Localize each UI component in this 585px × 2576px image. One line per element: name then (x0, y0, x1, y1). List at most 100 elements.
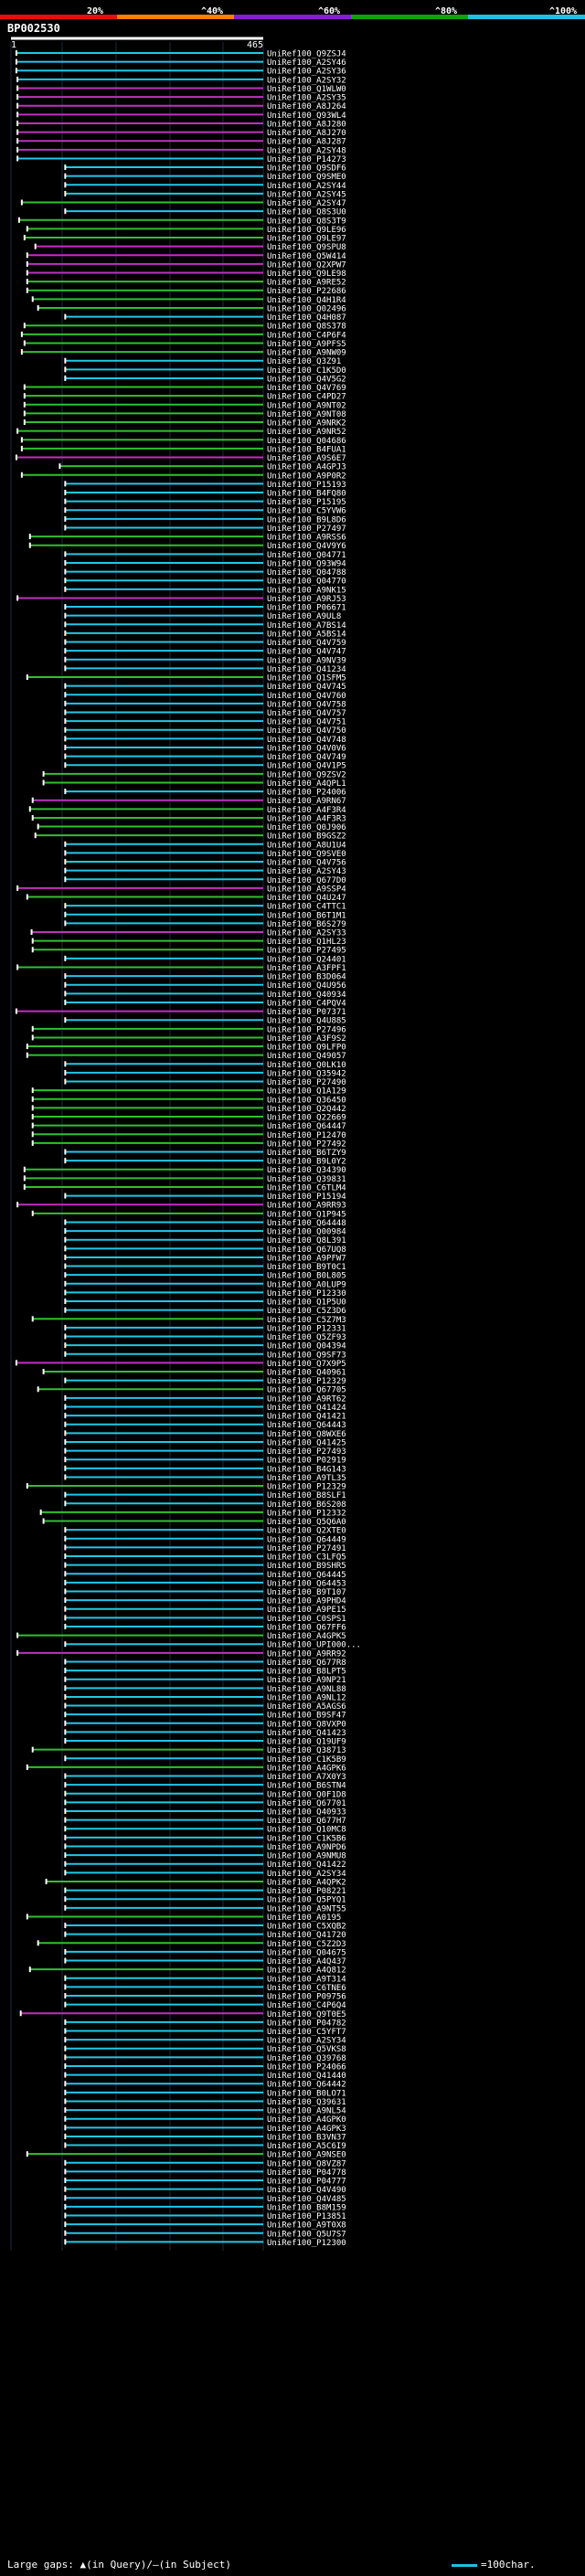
hit-label[interactable]: UniRef100_Q1P5U0 (267, 1299, 346, 1308)
hit-label[interactable]: UniRef100_Q4V758 (267, 700, 346, 709)
hit-label[interactable]: UniRef100_Q4V769 (267, 384, 346, 393)
hit-label[interactable]: UniRef100_Q40934 (267, 991, 346, 1000)
hit-label[interactable]: UniRef100_A9T314 (267, 1975, 346, 1984)
hit-label[interactable]: UniRef100_P27493 (267, 1447, 346, 1457)
hit-label[interactable]: UniRef100_P27492 (267, 1140, 346, 1149)
hit-label[interactable]: UniRef100_Q41424 (267, 1404, 346, 1413)
hit-label[interactable]: UniRef100_Q9LE98 (267, 270, 346, 279)
hit-label[interactable]: UniRef100_Q4V490 (267, 2186, 346, 2195)
hit-label[interactable]: UniRef100_Q67FF6 (267, 1623, 346, 1632)
hit-label[interactable]: UniRef100_A2SY43 (267, 867, 346, 876)
hit-label[interactable]: UniRef100_A4Q812 (267, 1966, 346, 1976)
hit-label[interactable]: UniRef100_C5Z3D6 (267, 1307, 346, 1316)
hit-label[interactable]: UniRef100_P04782 (267, 2019, 346, 2028)
hit-label[interactable]: UniRef100_A4GPK5 (267, 1632, 346, 1641)
hit-label[interactable]: UniRef100_Q8VXP0 (267, 1720, 346, 1729)
hit-label[interactable]: UniRef100_Q24401 (267, 955, 346, 964)
hit-label[interactable]: UniRef100_Q3Z91 (267, 357, 341, 366)
hit-label[interactable]: UniRef100_Q1HL23 (267, 938, 346, 947)
hit-label[interactable]: UniRef100_C4TTC1 (267, 903, 346, 912)
hit-label[interactable]: UniRef100_Q38713 (267, 1746, 346, 1755)
hit-label[interactable]: UniRef100_Q4V749 (267, 753, 346, 762)
hit-label[interactable]: UniRef100_A2SY34 (267, 1870, 346, 1879)
hit-label[interactable]: UniRef100_A0LUP9 (267, 1280, 346, 1289)
hit-label[interactable]: UniRef100_Q4V747 (267, 648, 346, 657)
hit-label[interactable]: UniRef100_Q64442 (267, 2081, 346, 2090)
hit-label[interactable]: UniRef100_Q4V756 (267, 859, 346, 868)
hit-label[interactable]: UniRef100_A2SY44 (267, 182, 346, 191)
hit-label[interactable]: UniRef100_Q1WLW0 (267, 85, 346, 94)
hit-label[interactable]: UniRef100_A9NT55 (267, 1904, 346, 1913)
hit-label[interactable]: UniRef100_Q5VKS8 (267, 2045, 346, 2054)
hit-label[interactable]: UniRef100_Q41421 (267, 1413, 346, 1422)
hit-label[interactable]: UniRef100_Q64453 (267, 1579, 346, 1588)
hit-label[interactable]: UniRef100_Q4V750 (267, 726, 346, 736)
hit-label[interactable]: UniRef100_Q04788 (267, 568, 346, 578)
hit-label[interactable]: UniRef100_A4GPK0 (267, 2115, 346, 2125)
hit-label[interactable]: UniRef100_A2SY46 (267, 58, 346, 68)
hit-label[interactable]: UniRef100_P15194 (267, 1193, 346, 1202)
hit-label[interactable]: UniRef100_Q4V5G2 (267, 375, 346, 384)
hit-label[interactable]: UniRef100_A9NMU8 (267, 1852, 346, 1861)
hit-label[interactable]: UniRef100_B6S279 (267, 920, 346, 929)
hit-label[interactable]: UniRef100_B9SF47 (267, 1712, 346, 1721)
hit-label[interactable]: UniRef100_Q4V745 (267, 683, 346, 692)
hit-label[interactable]: UniRef100_B9L0Y2 (267, 1158, 346, 1167)
hit-label[interactable]: UniRef100_A9TL35 (267, 1474, 346, 1483)
hit-label[interactable]: UniRef100_A9NL88 (267, 1685, 346, 1694)
hit-label[interactable]: UniRef100_Q7X9P5 (267, 1360, 346, 1369)
hit-label[interactable]: UniRef100_A9PFW7 (267, 1254, 346, 1263)
hit-label[interactable]: UniRef100_A9S6E7 (267, 454, 346, 463)
hit-label[interactable]: UniRef100_A9RE52 (267, 279, 346, 288)
hit-label[interactable]: UniRef100_Q9ZSV2 (267, 770, 346, 779)
hit-label[interactable]: UniRef100_A9RT62 (267, 1394, 346, 1404)
hit-label[interactable]: UniRef100_P12330 (267, 1289, 346, 1299)
hit-label[interactable]: UniRef100_A9NP21 (267, 1676, 346, 1685)
hit-label[interactable]: UniRef100_C6TLM4 (267, 1183, 346, 1193)
hit-label[interactable]: UniRef100_Q00984 (267, 1228, 346, 1237)
hit-label[interactable]: UniRef100_A9RR93 (267, 1202, 346, 1211)
hit-label[interactable]: UniRef100_A2SY48 (267, 146, 346, 155)
hit-label[interactable]: UniRef100_Q9LE97 (267, 235, 346, 244)
hit-label[interactable]: UniRef100_Q5W414 (267, 252, 346, 261)
hit-label[interactable]: UniRef100_Q0F1D8 (267, 1790, 346, 1799)
hit-label[interactable]: UniRef100_A9NT08 (267, 410, 346, 419)
hit-label[interactable]: UniRef100_P12331 (267, 1324, 346, 1333)
hit-label[interactable]: UniRef100_C6TNE6 (267, 1984, 346, 1993)
hit-label[interactable]: UniRef100_P14273 (267, 155, 346, 164)
hit-label[interactable]: UniRef100_Q4V759 (267, 639, 346, 648)
hit-label[interactable]: UniRef100_Q39768 (267, 2054, 346, 2063)
hit-label[interactable]: UniRef100_A9NRK2 (267, 419, 346, 429)
hit-label[interactable]: UniRef100_Q41425 (267, 1438, 346, 1447)
hit-label[interactable]: UniRef100_Q9SVE0 (267, 850, 346, 859)
hit-label[interactable]: UniRef100_Q64445 (267, 1571, 346, 1580)
hit-label[interactable]: UniRef100_Q40961 (267, 1369, 346, 1378)
hit-label[interactable]: UniRef100_Q41720 (267, 1931, 346, 1940)
hit-label[interactable]: UniRef100_P09756 (267, 1993, 346, 2002)
hit-label[interactable]: UniRef100_Q67705 (267, 1386, 346, 1395)
hit-label[interactable]: UniRef100_A7X0Y3 (267, 1773, 346, 1782)
hit-label[interactable]: UniRef100_Q9ZSJ4 (267, 50, 346, 59)
hit-label[interactable]: UniRef100_Q4V757 (267, 709, 346, 718)
hit-label[interactable]: UniRef100_A9T0X8 (267, 2221, 346, 2231)
hit-label[interactable]: UniRef100_Q04394 (267, 1342, 346, 1352)
hit-label[interactable]: UniRef100_P15195 (267, 498, 346, 507)
hit-label[interactable]: UniRef100_B9SHR5 (267, 1562, 346, 1571)
hit-label[interactable]: UniRef100_B6S208 (267, 1500, 346, 1510)
hit-label[interactable]: UniRef100_A9NW09 (267, 349, 346, 358)
hit-label[interactable]: UniRef100_Q9SPU8 (267, 243, 346, 252)
hit-label[interactable]: UniRef100_C4P6F4 (267, 331, 346, 340)
hit-label[interactable]: UniRef100_A4Q437 (267, 1957, 346, 1966)
hit-label[interactable]: UniRef100_Q677R8 (267, 1659, 346, 1668)
hit-label[interactable]: UniRef100_C5Z2D3 (267, 1940, 346, 1949)
hit-label[interactable]: UniRef100_B8M159 (267, 2203, 346, 2212)
hit-label[interactable]: UniRef100_Q64447 (267, 1122, 346, 1131)
hit-label[interactable]: UniRef100_A9PHD4 (267, 1597, 346, 1606)
hit-label[interactable]: UniRef100_C3LFQ5 (267, 1553, 346, 1563)
hit-label[interactable]: UniRef100_P24066 (267, 2062, 346, 2072)
hit-label[interactable]: UniRef100_C4P6Q4 (267, 2001, 346, 2010)
hit-label[interactable]: UniRef100_A2SY32 (267, 76, 346, 85)
hit-label[interactable]: UniRef100_A8J287 (267, 138, 346, 147)
hit-label[interactable]: UniRef100_Q49057 (267, 1052, 346, 1061)
hit-label[interactable]: UniRef100_Q93WL4 (267, 111, 346, 121)
